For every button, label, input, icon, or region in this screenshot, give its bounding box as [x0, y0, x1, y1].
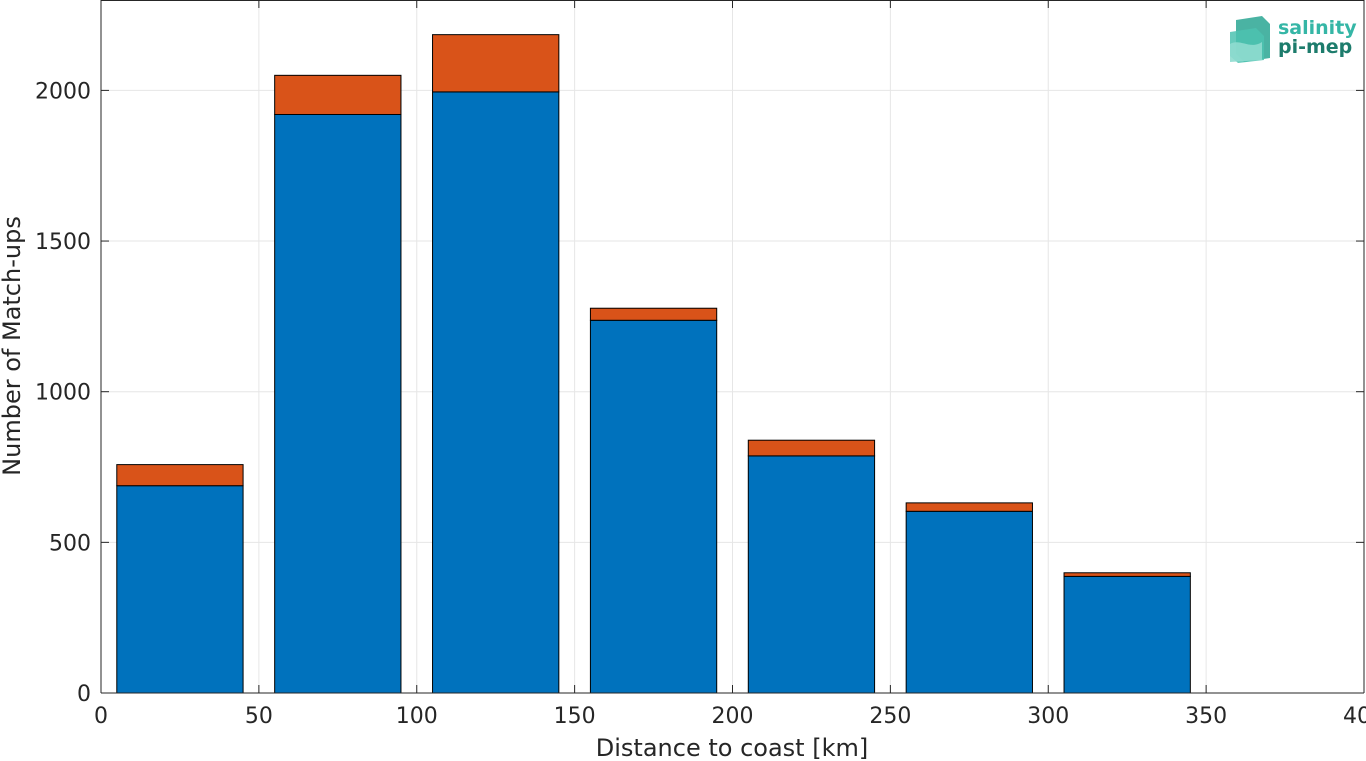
bar-segment-series-1 — [116, 485, 244, 694]
x-tick-label: 100 — [396, 704, 438, 729]
bar-segment-series-1 — [747, 455, 876, 694]
bar-segment-series-2 — [747, 439, 876, 457]
bar-segment-series-1 — [905, 510, 1033, 694]
x-axis-label: Distance to coast [km] — [596, 734, 868, 761]
x-tick-label: 400 — [1343, 704, 1366, 729]
bar-segment-series-2 — [589, 307, 718, 321]
x-tick-label: 300 — [1027, 704, 1069, 729]
bar-segment-series-2 — [116, 464, 244, 487]
salinity-pi-mep-logo: salinity pi-mep — [1230, 16, 1357, 63]
logo-waves-icon — [1230, 16, 1270, 63]
tick-labels: 0 50 100 150 200 250 300 350 400 0 500 1000 1500 2000 — [35, 0, 1366, 729]
bar-segment-series-1 — [589, 319, 718, 694]
bar-segment-series-1 — [1063, 575, 1191, 694]
y-tick-label: 0 — [77, 682, 91, 707]
y-tick-label: 500 — [49, 531, 91, 556]
y-tick-label: 1500 — [35, 230, 91, 255]
bar-segment-series-1 — [432, 91, 560, 694]
bars — [116, 34, 1191, 694]
bar-segment-series-2 — [905, 502, 1033, 512]
bar-segment-series-2 — [1063, 572, 1191, 577]
bar-segment-series-1 — [274, 113, 402, 694]
x-tick-label: 150 — [554, 704, 596, 729]
y-axis-label: Number of Match-ups — [0, 216, 26, 476]
bar-segment-series-2 — [274, 74, 402, 115]
logo-line1: salinity — [1278, 17, 1357, 39]
x-tick-label: 200 — [712, 704, 754, 729]
y-tick-label: 1000 — [35, 381, 91, 406]
y-tick-label: 2000 — [35, 79, 91, 104]
x-tick-label: 0 — [94, 704, 108, 729]
bar-segment-series-2 — [432, 34, 560, 93]
logo-line2: pi-mep — [1278, 36, 1352, 58]
x-tick-label: 50 — [245, 704, 273, 729]
x-tick-label: 250 — [869, 704, 911, 729]
x-tick-label: 350 — [1185, 704, 1227, 729]
